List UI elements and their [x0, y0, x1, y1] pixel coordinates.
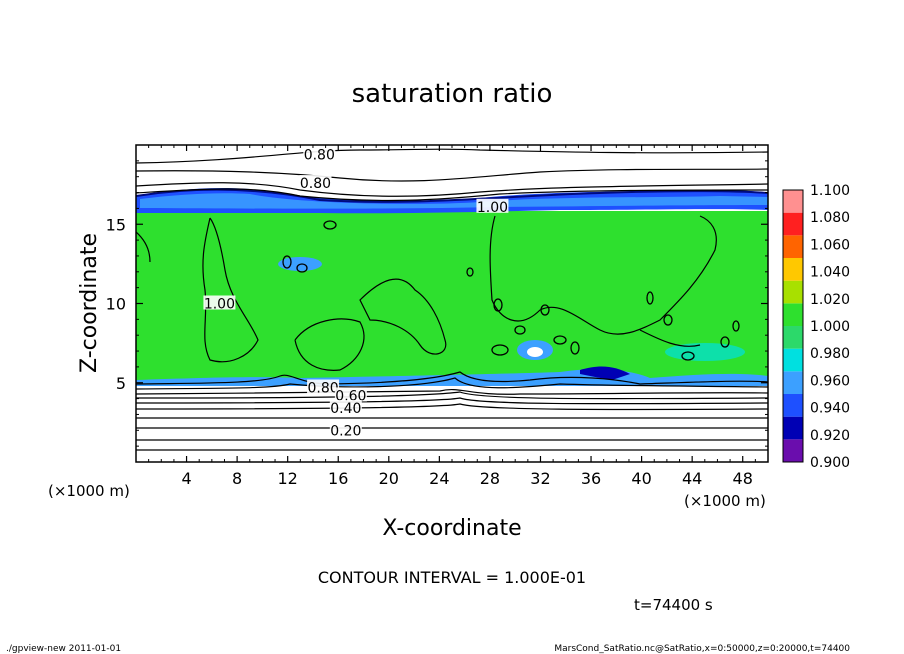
colorbar-swatch — [783, 326, 803, 349]
colorbar-label: 1.020 — [810, 292, 850, 308]
cloud-patch — [527, 347, 543, 357]
colorbar-swatch — [783, 235, 803, 258]
y-unit-label: (×1000 m) — [48, 482, 130, 500]
y-tick-label: 15 — [106, 215, 126, 234]
x-tick-label: 24 — [429, 469, 449, 488]
x-axis-title: X-coordinate — [382, 516, 521, 541]
colorbar-swatch — [783, 439, 803, 462]
chart-title: saturation ratio — [352, 79, 553, 109]
x-tick-label: 16 — [328, 469, 348, 488]
contour-label: 1.00 — [204, 297, 235, 313]
x-tick-label: 36 — [581, 469, 601, 488]
lower-contours — [136, 371, 768, 451]
x-tick-label: 40 — [631, 469, 651, 488]
colorbar-label: 0.920 — [810, 428, 850, 444]
contour-label-bg — [329, 422, 362, 437]
lower-white-region — [136, 386, 768, 462]
x-unit-label: (×1000 m) — [684, 492, 766, 510]
colorbar-label: 1.080 — [810, 210, 850, 226]
small-contours — [282, 220, 740, 361]
colorbar-swatch — [783, 394, 803, 417]
contour-label: 1.00 — [477, 200, 508, 216]
saturated-region — [136, 211, 768, 384]
saturation-contours — [136, 215, 717, 371]
colorbar-label: 1.060 — [810, 237, 850, 253]
x-tick-label: 4 — [181, 469, 191, 488]
contour-label-bg — [476, 198, 509, 213]
subsaturated-band-inner — [140, 193, 768, 209]
colorbar-swatch — [783, 416, 803, 440]
upper-contours — [136, 148, 768, 202]
contour-label-bg — [334, 387, 367, 402]
colorbar-swatch — [783, 190, 803, 213]
x-tick-label: 44 — [682, 469, 702, 488]
colorbar: 0.900 0.920 0.940 0.960 0.980 1.000 1.020 1.040… — [782, 183, 850, 471]
x-tick-label: 32 — [530, 469, 550, 488]
contour-label: 0.80 — [304, 148, 335, 164]
y-tick-label: 10 — [106, 295, 126, 314]
colorbar-label: 0.980 — [810, 346, 850, 362]
colorbar-frame — [782, 189, 804, 463]
y-axis-title: Z-coordinate — [77, 233, 102, 373]
contour-label-bg — [307, 379, 340, 394]
colorbar-swatch — [783, 258, 803, 281]
plot-area — [136, 145, 768, 462]
contour-label: 0.40 — [330, 401, 361, 417]
contour-label-bg — [303, 146, 336, 161]
contour-label-bg — [299, 175, 332, 190]
colorbar-label: 0.900 — [810, 455, 850, 471]
colorbar-swatch — [783, 348, 803, 372]
x-tick-label: 28 — [480, 469, 500, 488]
colorbar-label: 0.940 — [810, 401, 850, 417]
contour-label: 0.80 — [300, 176, 331, 192]
cloud-patch — [665, 343, 745, 361]
footer-right: MarsCond_SatRatio.nc@SatRatio,x=0:50000,… — [554, 644, 850, 654]
colorbar-swatch — [783, 212, 803, 236]
contour-label-bg — [203, 295, 236, 310]
contour-label: 0.80 — [307, 381, 338, 397]
contour-interval-label: CONTOUR INTERVAL = 1.000E-01 — [318, 568, 586, 587]
y-tick-label: 5 — [116, 374, 126, 393]
colorbar-swatch — [783, 371, 803, 394]
band-top-edge — [136, 188, 768, 203]
x-axis: 4 8 12 16 20 24 28 32 36 40 44 48 — [148, 145, 756, 488]
x-tick-label: 20 — [379, 469, 399, 488]
x-tick-label: 8 — [232, 469, 242, 488]
colorbar-swatch — [783, 280, 803, 304]
colorbar-swatch — [783, 303, 803, 326]
footer-left: ./gpview-new 2011-01-01 — [6, 644, 121, 654]
colorbar-label: 1.040 — [810, 265, 850, 281]
y-axis: 5 10 15 — [106, 160, 768, 447]
x-tick-label: 12 — [278, 469, 298, 488]
contour-label-bg — [329, 400, 362, 415]
colorbar-label: 1.000 — [810, 319, 850, 335]
x-tick-label: 48 — [733, 469, 753, 488]
contour-labels: 0.800.801.001.000.800.600.400.20 — [203, 146, 509, 439]
time-label: t=74400 s — [634, 596, 713, 614]
colorbar-label: 0.960 — [810, 373, 850, 389]
lower-edge-dark — [580, 366, 630, 380]
contour-label: 0.20 — [330, 423, 361, 439]
colorbar-label: 1.100 — [810, 183, 850, 199]
